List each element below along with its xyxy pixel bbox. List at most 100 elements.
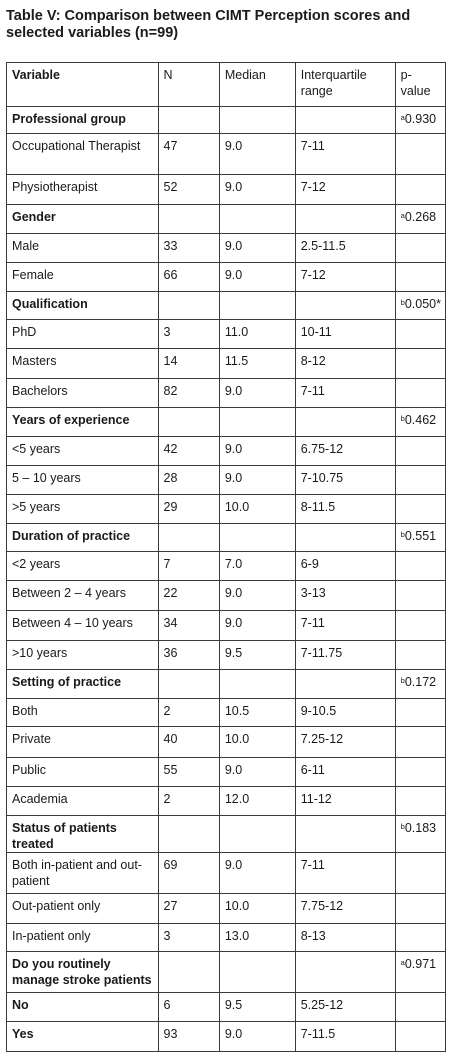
footnote-marker: b xyxy=(400,676,405,685)
p-value-text: 0.551 xyxy=(404,529,437,543)
cell-p-value: a0.971 xyxy=(394,951,447,993)
cell-p-value xyxy=(394,378,447,408)
cell-variable: Public xyxy=(6,757,159,787)
table-row: PhD 3 11.0 10-11 xyxy=(6,319,447,349)
table-row: No 6 9.5 5.25-12 xyxy=(6,992,447,1022)
cell-n: 14 xyxy=(157,348,220,379)
p-value-text: 0.930 xyxy=(404,112,437,126)
cell-p-value xyxy=(394,1021,447,1052)
cell-p-value xyxy=(394,726,447,758)
cell-n: 55 xyxy=(157,757,220,787)
cell-p-value xyxy=(394,786,447,816)
table-row: Between 2 – 4 years 22 9.0 3-13 xyxy=(6,580,447,611)
cell-variable: >10 years xyxy=(6,640,159,670)
cell-iqr xyxy=(294,815,396,853)
cell-variable: Between 2 – 4 years xyxy=(6,580,159,611)
p-value-text: 0.172 xyxy=(404,675,437,689)
table-row: <2 years 7 7.0 6-9 xyxy=(6,551,447,581)
table-row: Bachelors 82 9.0 7-11 xyxy=(6,378,447,408)
cell-n: 33 xyxy=(157,233,220,263)
cell-median: 10.0 xyxy=(218,726,296,758)
cell-iqr: 7-11 xyxy=(294,133,396,175)
cell-median: 9.0 xyxy=(218,465,296,495)
cell-iqr: 6.75-12 xyxy=(294,436,396,466)
cell-variable: Both in-patient and out-patient xyxy=(6,852,159,894)
cell-p-value xyxy=(394,174,447,205)
footnote-marker: a xyxy=(400,113,405,122)
cell-iqr: 11-12 xyxy=(294,786,396,816)
table-row: In-patient only 3 13.0 8-13 xyxy=(6,923,447,952)
cell-n xyxy=(157,204,220,234)
cell-variable: <2 years xyxy=(6,551,159,581)
cell-median: 9.0 xyxy=(218,378,296,408)
cell-p-value xyxy=(394,133,447,175)
cell-variable: Years of experience xyxy=(6,407,159,437)
p-value-text: 0.183 xyxy=(404,821,437,835)
cell-p-value: b0.551 xyxy=(394,523,447,552)
cell-variable: Male xyxy=(6,233,159,263)
cell-n: 40 xyxy=(157,726,220,758)
cell-iqr xyxy=(294,204,396,234)
cell-median: 9.0 xyxy=(218,580,296,611)
cell-p-value xyxy=(394,640,447,670)
cell-median: 10.5 xyxy=(218,698,296,727)
cell-p-value: a0.930 xyxy=(394,106,447,134)
cell-n: 47 xyxy=(157,133,220,175)
cell-iqr xyxy=(294,951,396,993)
cell-iqr: 7-11 xyxy=(294,378,396,408)
footnote-marker: a xyxy=(400,211,405,220)
table-row: 5 – 10 years 28 9.0 7-10.75 xyxy=(6,465,447,495)
cell-p-value xyxy=(394,436,447,466)
cell-median: 9.0 xyxy=(218,262,296,292)
table-row: Out-patient only 27 10.0 7.75-12 xyxy=(6,893,447,924)
cell-n: 3 xyxy=(157,319,220,349)
cell-median: 9.0 xyxy=(218,174,296,205)
cell-median xyxy=(218,951,296,993)
cell-n: 34 xyxy=(157,610,220,641)
cell-iqr: 6-9 xyxy=(294,551,396,581)
cell-n: 52 xyxy=(157,174,220,205)
cell-iqr: 8-12 xyxy=(294,348,396,379)
cell-n xyxy=(157,951,220,993)
cell-variable: PhD xyxy=(6,319,159,349)
cell-p-value xyxy=(394,348,447,379)
cell-n: 7 xyxy=(157,551,220,581)
table-row: Academia 2 12.0 11-12 xyxy=(6,786,447,816)
table-row: Public 55 9.0 6-11 xyxy=(6,757,447,787)
cell-median: 9.0 xyxy=(218,610,296,641)
cell-iqr xyxy=(294,669,396,699)
cell-n: 27 xyxy=(157,893,220,924)
cell-iqr: 7.25-12 xyxy=(294,726,396,758)
cell-n xyxy=(157,815,220,853)
cell-n: 69 xyxy=(157,852,220,894)
cell-median: 11.0 xyxy=(218,319,296,349)
table-group-row: Do you routinely manage stroke patients a… xyxy=(6,951,447,993)
cell-median: 9.0 xyxy=(218,436,296,466)
cell-iqr: 7-11 xyxy=(294,852,396,894)
cell-iqr: 7-11 xyxy=(294,610,396,641)
cell-iqr: 3-13 xyxy=(294,580,396,611)
cell-p-value: a0.268 xyxy=(394,204,447,234)
cell-p-value xyxy=(394,465,447,495)
column-header-p-value: p-value xyxy=(394,62,447,107)
cell-n: 2 xyxy=(157,698,220,727)
cell-p-value xyxy=(394,852,447,894)
p-value-text: 0.268 xyxy=(404,210,437,224)
cell-variable: Duration of practice xyxy=(6,523,159,552)
cell-variable: Do you routinely manage stroke patients xyxy=(6,951,159,993)
cell-median xyxy=(218,106,296,134)
table-row: Male 33 9.0 2.5-11.5 xyxy=(6,233,447,263)
table-row: Physiotherapist 52 9.0 7-12 xyxy=(6,174,447,205)
cell-p-value: b0.050* xyxy=(394,291,447,320)
p-value-text: 0.462 xyxy=(404,413,437,427)
cell-variable: Between 4 – 10 years xyxy=(6,610,159,641)
cell-n xyxy=(157,106,220,134)
cell-n xyxy=(157,291,220,320)
cell-variable: <5 years xyxy=(6,436,159,466)
cell-p-value xyxy=(394,551,447,581)
cell-p-value xyxy=(394,923,447,952)
cell-n: 6 xyxy=(157,992,220,1022)
table-row: >10 years 36 9.5 7-11.75 xyxy=(6,640,447,670)
cell-n: 2 xyxy=(157,786,220,816)
table-group-row: Status of patients treated b0.183 xyxy=(6,815,447,853)
